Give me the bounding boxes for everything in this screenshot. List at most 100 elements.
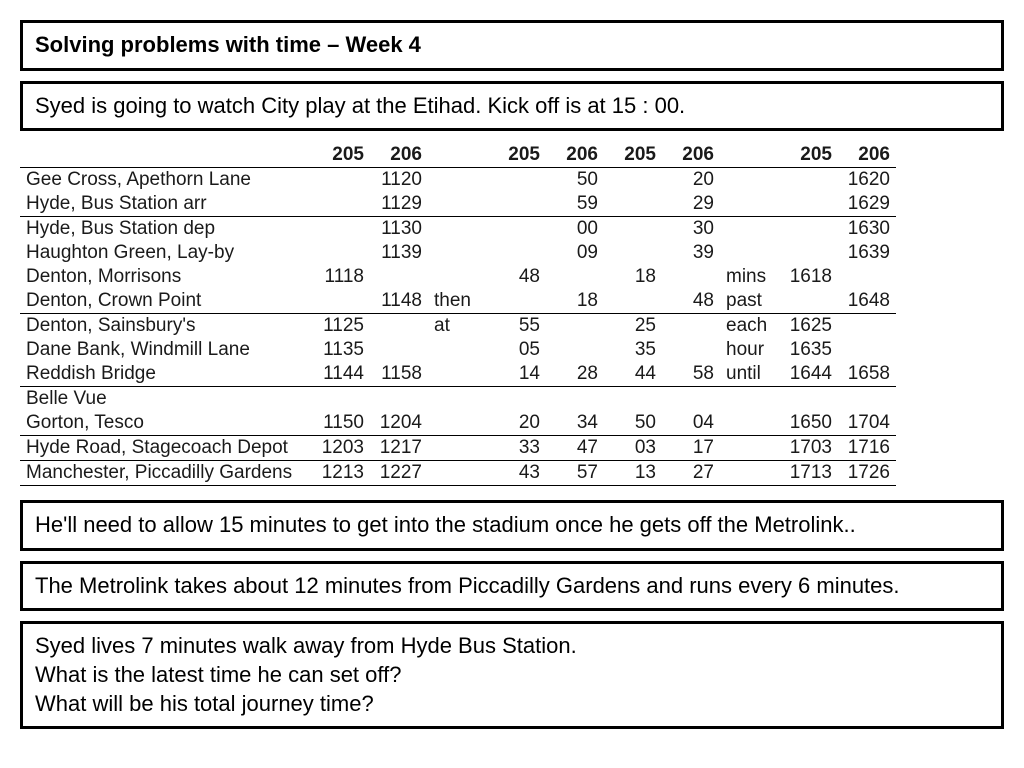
- time-cell: [428, 362, 488, 387]
- time-cell: [428, 217, 488, 242]
- time-cell: [312, 168, 370, 193]
- time-cell: [312, 289, 370, 314]
- time-cell: 14: [488, 362, 546, 387]
- time-cell: 34: [546, 411, 604, 436]
- time-cell: [312, 241, 370, 265]
- time-cell: 27: [662, 461, 720, 486]
- time-cell: 1704: [838, 411, 896, 436]
- stop-name: Denton, Crown Point: [20, 289, 312, 314]
- route-header: 205: [604, 143, 662, 168]
- time-cell: 48: [488, 265, 546, 289]
- time-cell: 1120: [370, 168, 428, 193]
- time-cell: [838, 314, 896, 339]
- info-metrolink-freq: The Metrolink takes about 12 minutes fro…: [20, 561, 1004, 612]
- stop-name: Gee Cross, Apethorn Lane: [20, 168, 312, 193]
- time-cell: 1629: [838, 192, 896, 217]
- time-cell: 03: [604, 436, 662, 461]
- time-cell: [370, 387, 428, 412]
- time-cell: at: [428, 314, 488, 339]
- time-cell: [604, 289, 662, 314]
- time-cell: 59: [546, 192, 604, 217]
- time-cell: [780, 289, 838, 314]
- time-cell: 33: [488, 436, 546, 461]
- time-cell: 1726: [838, 461, 896, 486]
- time-cell: 1620: [838, 168, 896, 193]
- route-header: 206: [370, 143, 428, 168]
- time-cell: 30: [662, 217, 720, 242]
- time-cell: [604, 168, 662, 193]
- time-cell: 1148: [370, 289, 428, 314]
- time-cell: 18: [604, 265, 662, 289]
- time-cell: [546, 338, 604, 362]
- route-header: 206: [662, 143, 720, 168]
- time-cell: 25: [604, 314, 662, 339]
- time-cell: 29: [662, 192, 720, 217]
- route-header: 205: [488, 143, 546, 168]
- time-cell: [488, 217, 546, 242]
- time-cell: 1150: [312, 411, 370, 436]
- route-header: 205: [780, 143, 838, 168]
- time-cell: until: [720, 362, 780, 387]
- time-cell: [780, 192, 838, 217]
- time-cell: 17: [662, 436, 720, 461]
- time-cell: 57: [546, 461, 604, 486]
- time-cell: 1135: [312, 338, 370, 362]
- time-cell: [662, 265, 720, 289]
- time-cell: mins: [720, 265, 780, 289]
- stop-name: Hyde, Bus Station dep: [20, 217, 312, 242]
- time-cell: [370, 265, 428, 289]
- route-header: 206: [546, 143, 604, 168]
- stop-name: Reddish Bridge: [20, 362, 312, 387]
- time-cell: 1713: [780, 461, 838, 486]
- timetable-body: Gee Cross, Apethorn Lane112050201620Hyde…: [20, 168, 896, 486]
- time-cell: [546, 265, 604, 289]
- time-cell: 1203: [312, 436, 370, 461]
- bus-timetable: 205206205206205206205206 Gee Cross, Apet…: [20, 143, 1004, 486]
- time-cell: [780, 241, 838, 265]
- time-cell: past: [720, 289, 780, 314]
- time-cell: [428, 436, 488, 461]
- intro-text: Syed is going to watch City play at the …: [20, 81, 1004, 132]
- time-cell: 1650: [780, 411, 838, 436]
- time-cell: 1227: [370, 461, 428, 486]
- time-cell: [428, 265, 488, 289]
- time-cell: 1703: [780, 436, 838, 461]
- stop-name: Haughton Green, Lay-by: [20, 241, 312, 265]
- time-cell: 1618: [780, 265, 838, 289]
- time-cell: 1639: [838, 241, 896, 265]
- time-cell: 1130: [370, 217, 428, 242]
- time-cell: 1213: [312, 461, 370, 486]
- time-cell: 35: [604, 338, 662, 362]
- time-cell: [428, 411, 488, 436]
- time-cell: 1635: [780, 338, 838, 362]
- stop-name: Manchester, Piccadilly Gardens: [20, 461, 312, 486]
- time-cell: 1644: [780, 362, 838, 387]
- time-cell: [838, 338, 896, 362]
- time-cell: [312, 387, 370, 412]
- time-cell: [370, 314, 428, 339]
- time-cell: 1648: [838, 289, 896, 314]
- time-cell: [780, 217, 838, 242]
- time-cell: 47: [546, 436, 604, 461]
- time-cell: [428, 192, 488, 217]
- time-cell: [780, 168, 838, 193]
- header-stop-blank: [20, 143, 312, 168]
- time-cell: 48: [662, 289, 720, 314]
- stop-name: Gorton, Tesco: [20, 411, 312, 436]
- stop-name: Denton, Morrisons: [20, 265, 312, 289]
- time-cell: [662, 338, 720, 362]
- stop-name: Belle Vue: [20, 387, 312, 412]
- time-cell: 00: [546, 217, 604, 242]
- time-cell: [488, 387, 546, 412]
- time-cell: 39: [662, 241, 720, 265]
- time-cell: 1204: [370, 411, 428, 436]
- time-cell: [546, 314, 604, 339]
- time-cell: [780, 387, 838, 412]
- timetable-header: 205206205206205206205206: [20, 143, 896, 168]
- time-cell: 1630: [838, 217, 896, 242]
- stop-name: Dane Bank, Windmill Lane: [20, 338, 312, 362]
- time-cell: [604, 241, 662, 265]
- time-cell: 1625: [780, 314, 838, 339]
- time-cell: [488, 168, 546, 193]
- time-cell: [604, 192, 662, 217]
